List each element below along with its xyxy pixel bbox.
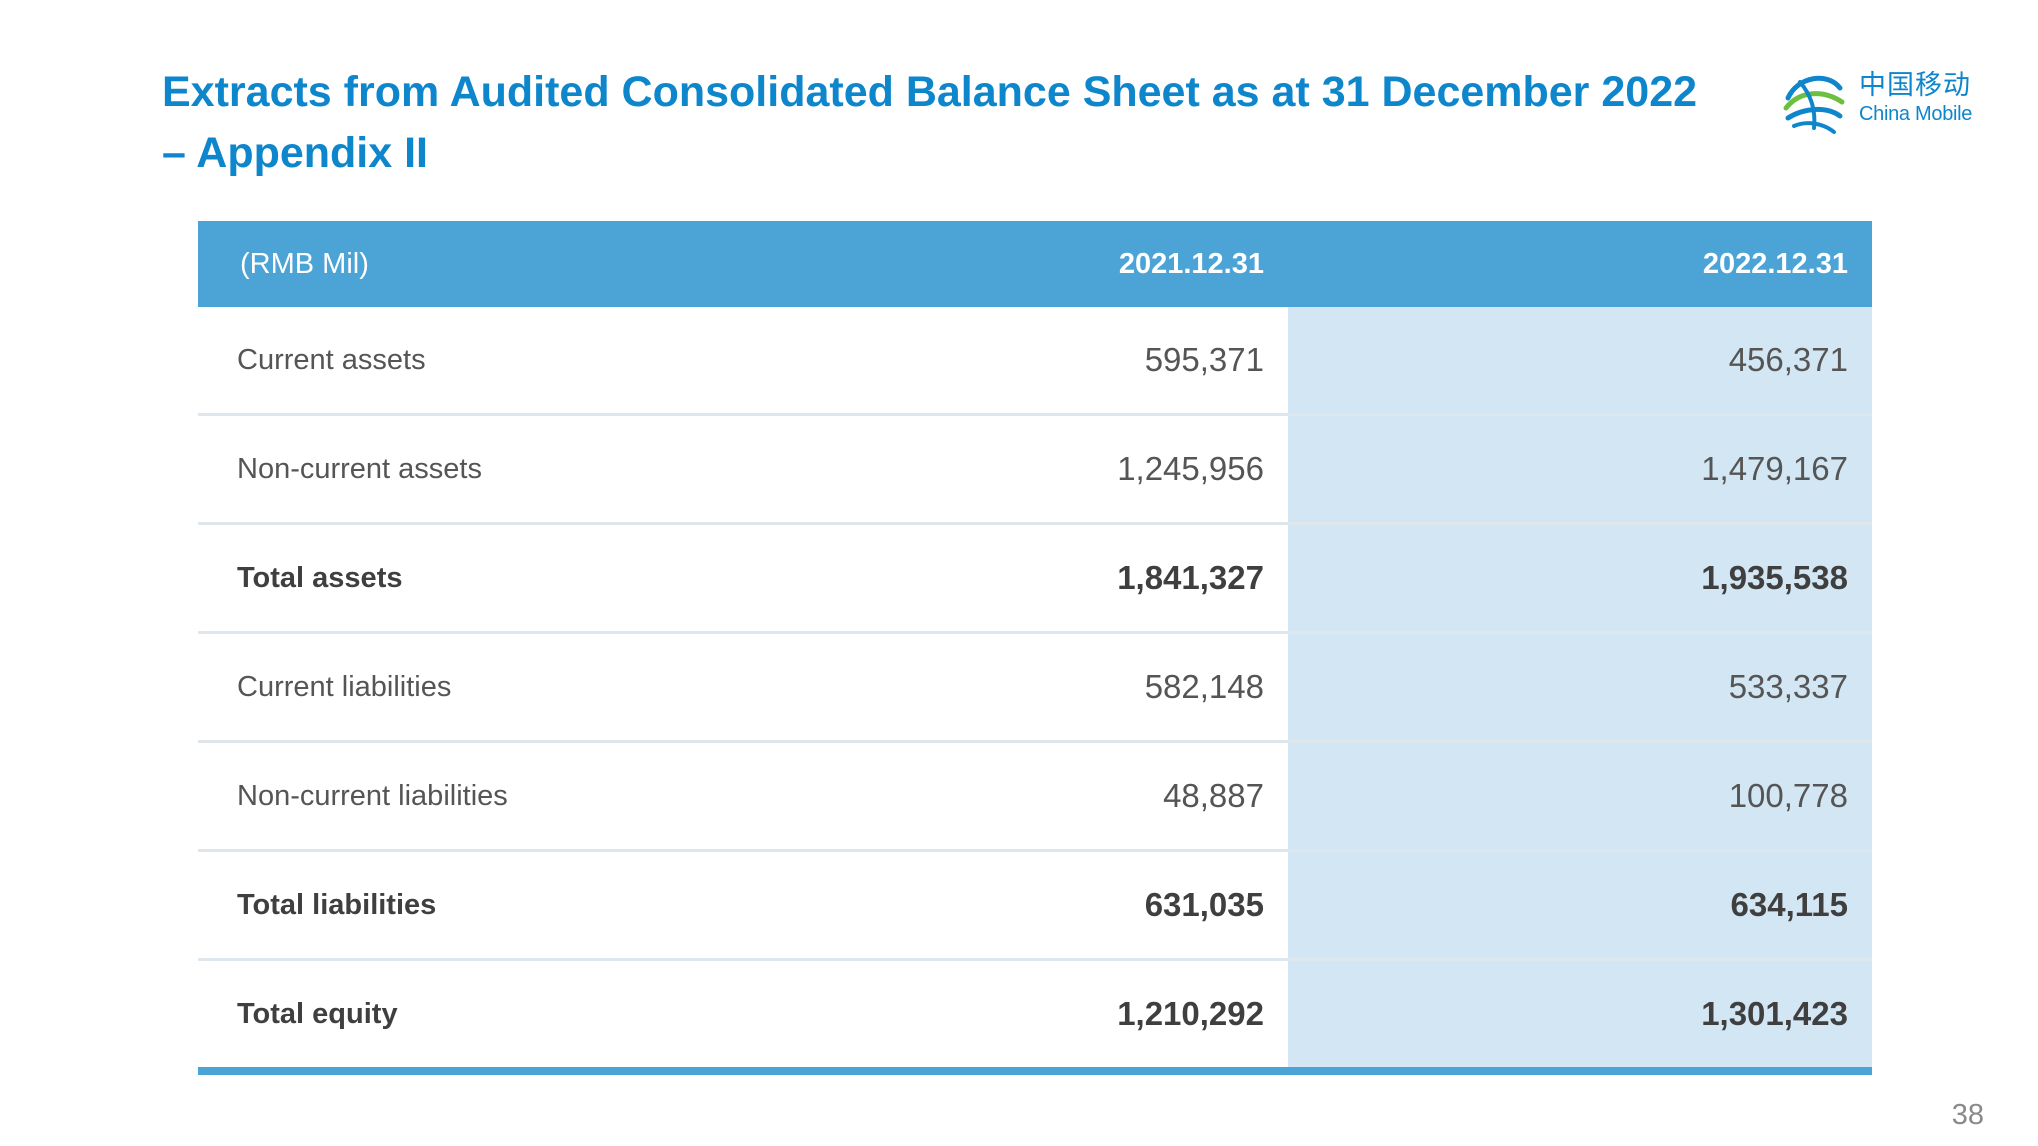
value-2021: 631,035 [1144, 886, 1264, 923]
china-mobile-swirl-icon [1783, 75, 1845, 134]
value-2021: 48,887 [1163, 777, 1264, 814]
row-label: Total equity [237, 997, 398, 1030]
row-left-group: Total assets 1,841,327 [198, 523, 1288, 634]
row-left-group: Total liabilities 631,035 [198, 850, 1288, 961]
row-left-group: Non-current assets 1,245,956 [198, 414, 1288, 525]
header-col-2022: 2022.12.31 [1288, 221, 1872, 307]
value-2022: 1,935,538 [1288, 523, 1872, 634]
value-2021: 595,371 [1144, 341, 1264, 378]
row-label: Non-current liabilities [237, 779, 508, 812]
table-row: Total liabilities 631,035 634,115 [198, 850, 1872, 961]
row-label: Non-current assets [237, 452, 482, 485]
value-2022: 1,479,167 [1288, 414, 1872, 525]
balance-sheet-table: (RMB Mil) 2021.12.31 2022.12.31 Current … [198, 221, 1872, 1075]
value-2021: 1,210,292 [1117, 995, 1264, 1032]
value-2022: 634,115 [1288, 850, 1872, 961]
value-2022: 456,371 [1288, 307, 1872, 416]
slide-title-line-1: Extracts from Audited Consolidated Balan… [162, 68, 1698, 116]
table-row: Total equity 1,210,292 1,301,423 [198, 959, 1872, 1075]
value-2022: 100,778 [1288, 741, 1872, 852]
value-2022: 533,337 [1288, 632, 1872, 743]
header-left-group: (RMB Mil) 2021.12.31 [198, 221, 1288, 307]
value-2021: 582,148 [1144, 668, 1264, 705]
slide-title-line-2: – Appendix II [162, 129, 428, 177]
value-2022: 1,301,423 [1288, 959, 1872, 1075]
row-left-group: Non-current liabilities 48,887 [198, 741, 1288, 852]
header-unit-label: (RMB Mil) [240, 247, 369, 280]
value-2021: 1,841,327 [1117, 559, 1264, 596]
china-mobile-logo: 中国移动 China Mobile [1780, 68, 2000, 136]
table-row: Non-current assets 1,245,956 1,479,167 [198, 414, 1872, 525]
row-left-group: Current liabilities 582,148 [198, 632, 1288, 743]
header-col-2021: 2021.12.31 [1118, 247, 1264, 280]
table-header-row: (RMB Mil) 2021.12.31 2022.12.31 [198, 221, 1872, 307]
table-row: Current liabilities 582,148 533,337 [198, 632, 1872, 743]
page-number: 38 [1951, 1099, 1984, 1131]
row-left-group: Current assets 595,371 [198, 307, 1288, 416]
logo-wordmark: 中国移动 China Mobile [1859, 70, 1972, 126]
logo-chinese-text: 中国移动 [1859, 70, 1971, 101]
table-row: Current assets 595,371 456,371 [198, 307, 1872, 416]
row-label: Current assets [237, 343, 426, 376]
row-label: Total assets [237, 561, 403, 594]
value-2021: 1,245,956 [1117, 450, 1264, 487]
table-body: Current assets 595,371 456,371 Non-current … [198, 307, 1872, 1075]
slide-title: Extracts from Audited Consolidated Balan… [162, 62, 1742, 184]
row-label: Current liabilities [237, 670, 452, 703]
table-row: Total assets 1,841,327 1,935,538 [198, 523, 1872, 634]
logo-english-text: China Mobile [1859, 103, 1973, 125]
table-row: Non-current liabilities 48,887 100,778 [198, 741, 1872, 852]
row-label: Total liabilities [237, 888, 437, 921]
row-left-group: Total equity 1,210,292 [198, 959, 1288, 1075]
